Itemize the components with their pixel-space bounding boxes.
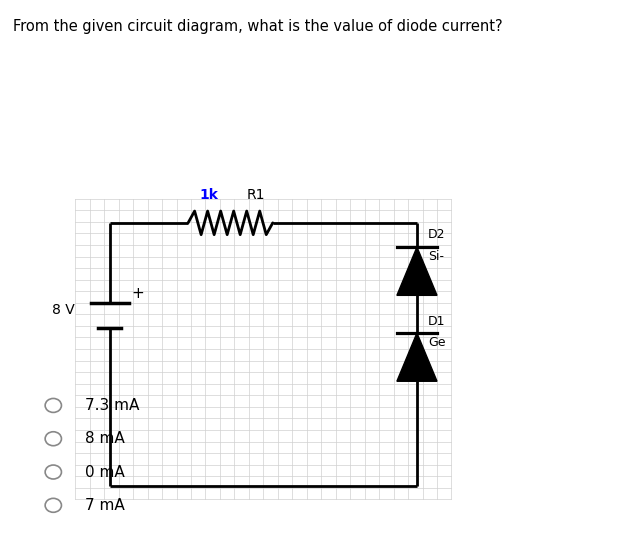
Text: D2: D2 <box>428 228 446 241</box>
Text: 8 mA: 8 mA <box>85 431 124 446</box>
Text: R1: R1 <box>246 188 265 202</box>
Text: 7 mA: 7 mA <box>85 498 124 513</box>
Text: 8 V: 8 V <box>53 303 75 317</box>
Polygon shape <box>397 333 437 381</box>
Text: 7.3 mA: 7.3 mA <box>85 398 139 413</box>
Text: Ge: Ge <box>428 336 446 349</box>
Text: D1: D1 <box>428 315 446 328</box>
Text: From the given circuit diagram, what is the value of diode current?: From the given circuit diagram, what is … <box>13 19 502 34</box>
Text: 1k: 1k <box>199 188 218 202</box>
Text: +: + <box>132 286 144 301</box>
Text: 0 mA: 0 mA <box>85 465 124 480</box>
Text: Si-: Si- <box>428 250 445 263</box>
Polygon shape <box>397 247 437 295</box>
